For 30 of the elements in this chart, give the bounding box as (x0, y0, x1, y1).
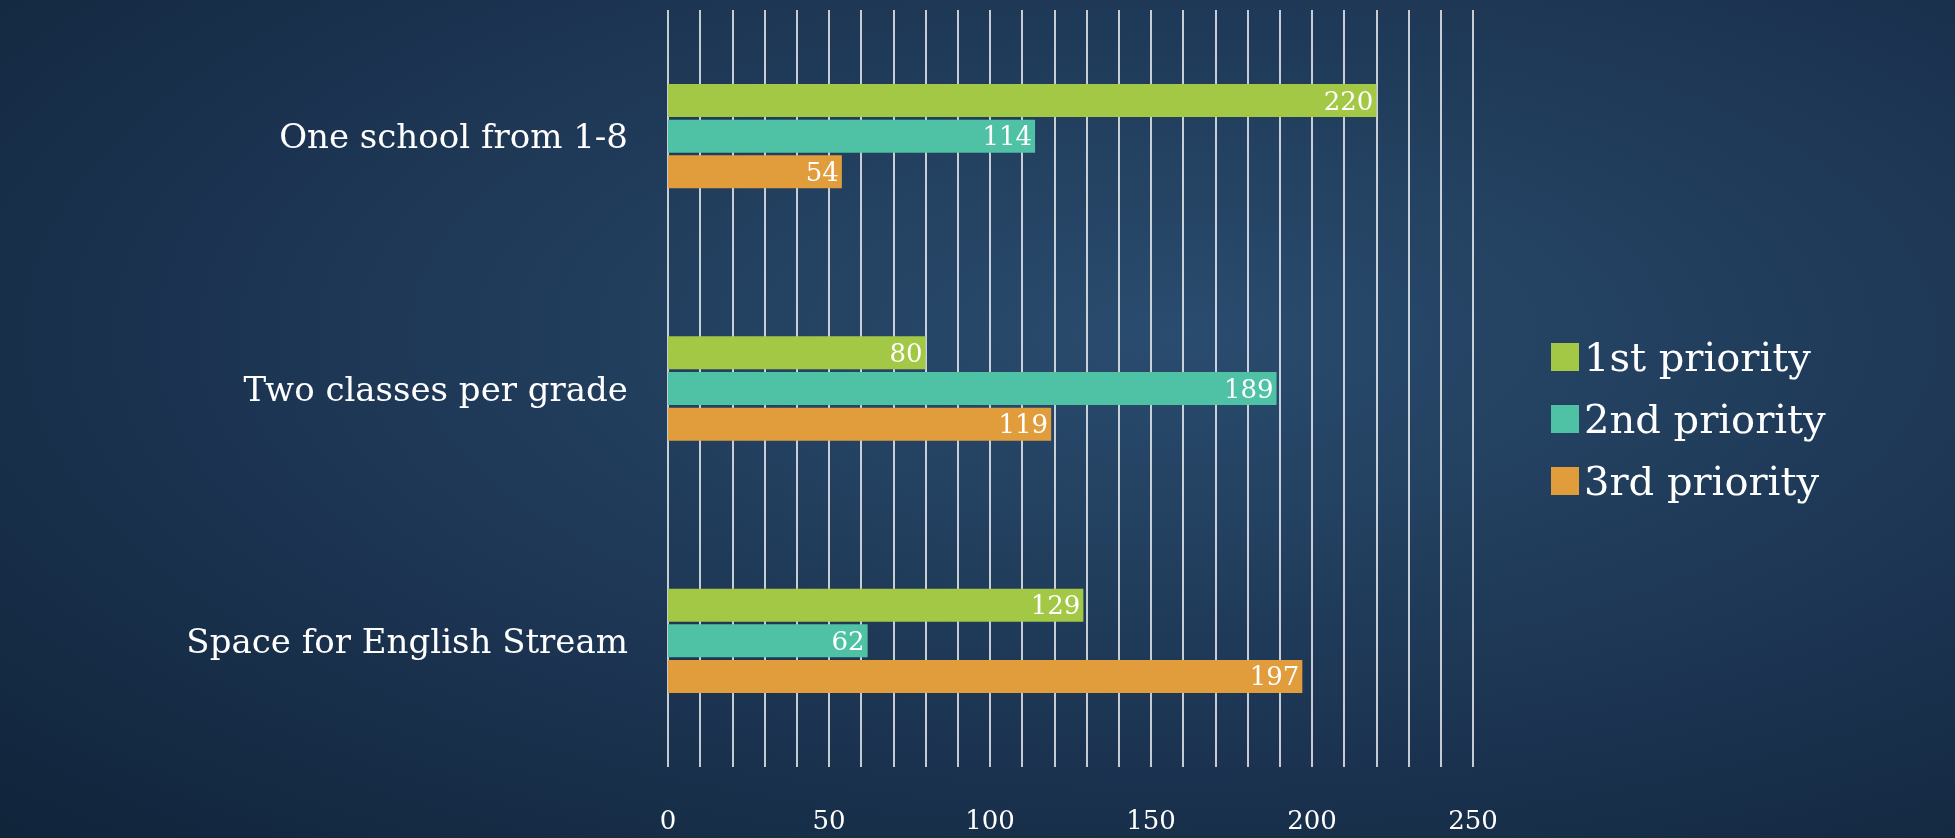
bar (668, 84, 1377, 118)
bar (668, 155, 842, 189)
y-tick-label: Two classes per grade (243, 368, 628, 409)
data-label: 129 (1030, 590, 1081, 621)
y-tick-label: One school from 1-8 (279, 116, 628, 157)
x-tick-label: 0 (659, 805, 677, 835)
data-label: 54 (805, 156, 839, 187)
bar (668, 372, 1277, 405)
data-label: 189 (1223, 373, 1274, 404)
x-tick-label: 250 (1448, 805, 1498, 835)
x-tick-label: 150 (1126, 805, 1176, 835)
legend-label: 3rd priority (1584, 458, 1820, 504)
bar (668, 407, 1052, 441)
data-label: 220 (1323, 85, 1374, 116)
data-label: 62 (831, 625, 865, 656)
bar (668, 588, 1084, 622)
bar (668, 624, 868, 658)
y-tick-label: Space for English Stream (186, 620, 628, 661)
x-tick-label: 50 (812, 805, 846, 835)
x-tick-label: 100 (965, 805, 1015, 835)
data-label: 197 (1249, 661, 1300, 692)
x-tick-label: 200 (1287, 805, 1337, 835)
legend-label: 2nd priority (1584, 396, 1827, 442)
bar (668, 119, 1036, 153)
bar (668, 336, 926, 370)
data-label: 80 (889, 337, 923, 368)
bar (668, 659, 1303, 693)
legend-label: 1st priority (1584, 334, 1812, 380)
data-label: 114 (982, 121, 1033, 152)
data-label: 119 (998, 409, 1049, 440)
